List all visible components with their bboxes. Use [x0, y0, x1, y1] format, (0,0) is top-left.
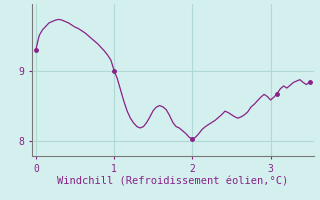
X-axis label: Windchill (Refroidissement éolien,°C): Windchill (Refroidissement éolien,°C) — [57, 176, 288, 186]
